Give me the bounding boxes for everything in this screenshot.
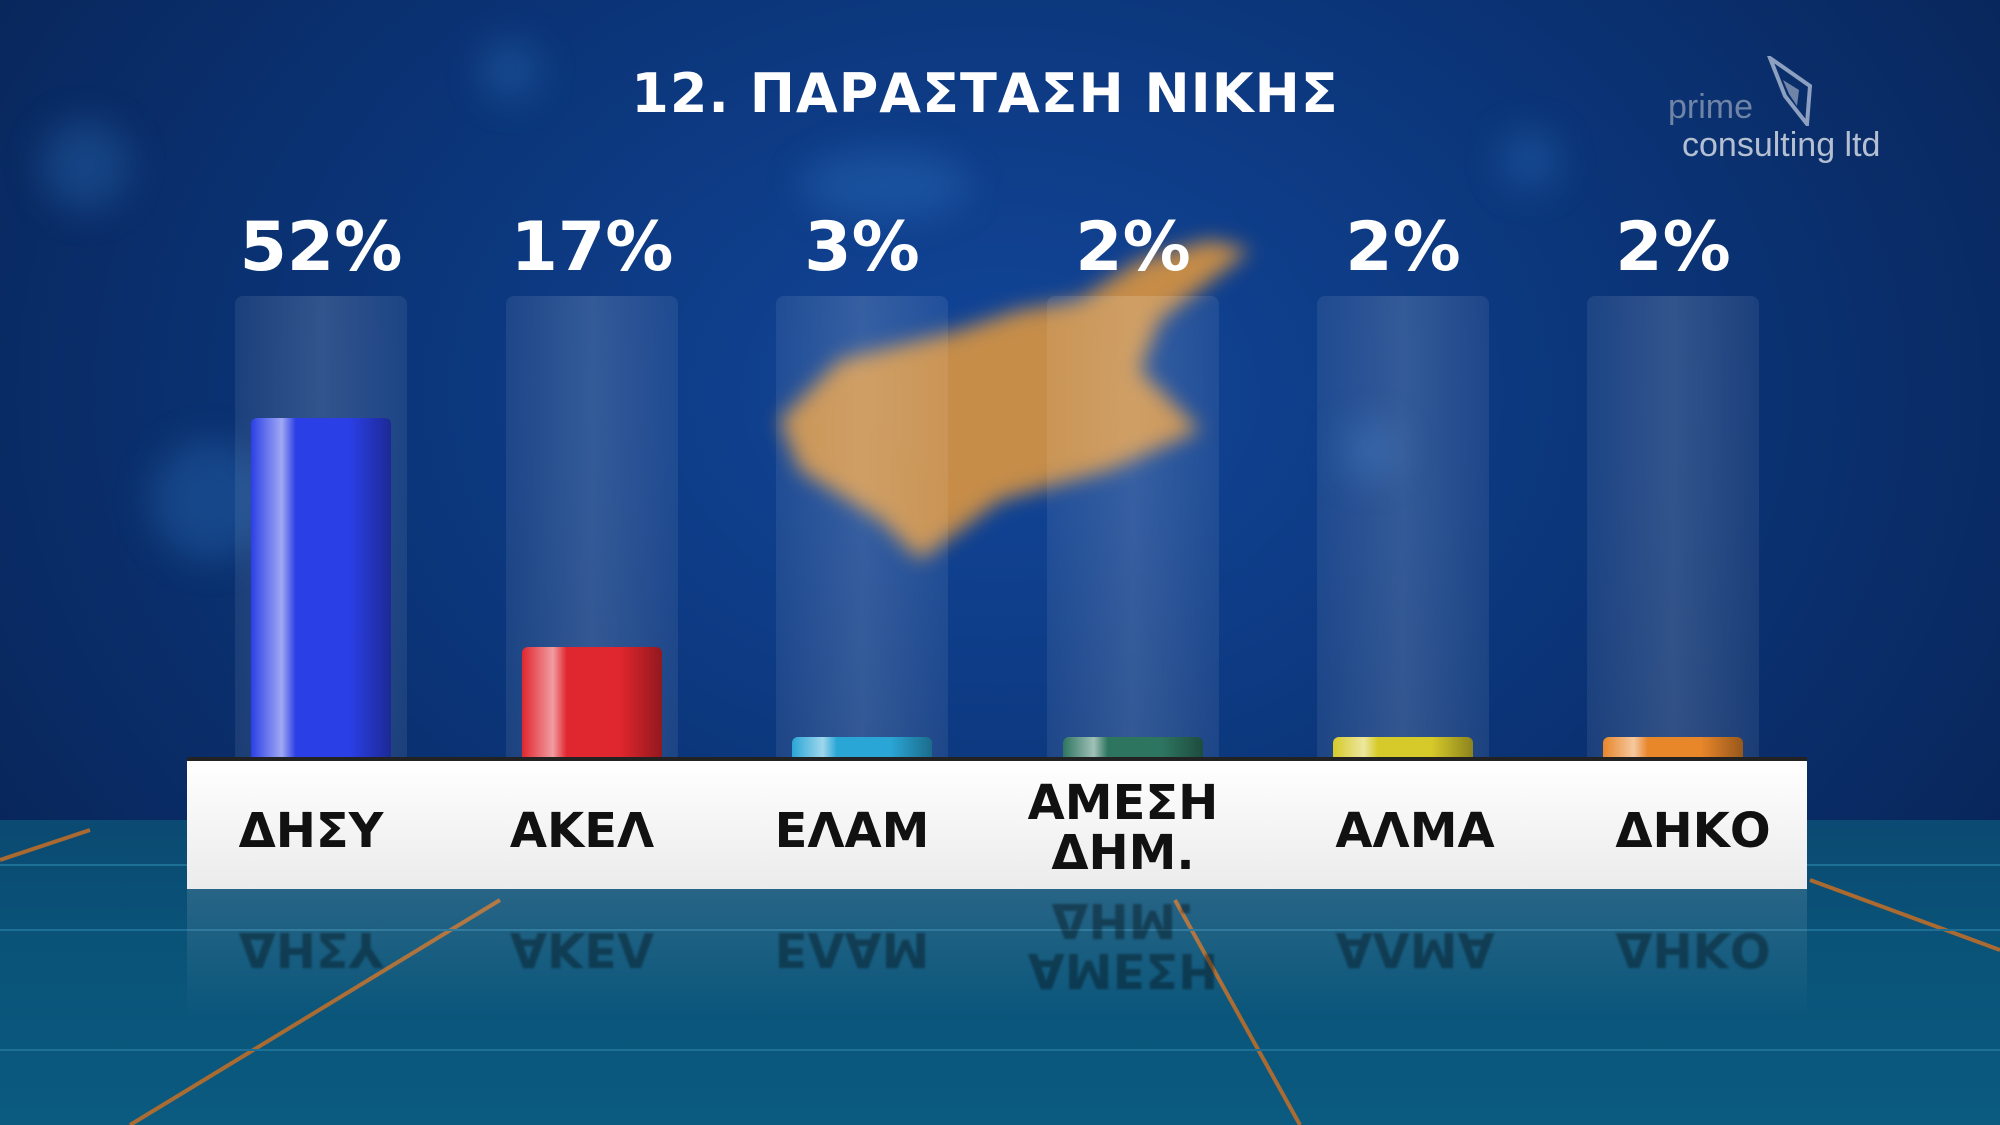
category-label: ΑΛΜΑ xyxy=(1335,803,1495,859)
cyprus-map-background xyxy=(780,240,1250,560)
prime-consulting-logo: prime consulting ltd xyxy=(1665,56,1925,171)
bar xyxy=(1063,737,1203,759)
bar xyxy=(522,647,662,759)
category-label-reflection: ΑΜΕΣΗ ΔΗΜ. xyxy=(1027,892,1219,998)
category-label-reflection: ΑΛΜΑ xyxy=(1335,921,1495,977)
bar-track xyxy=(776,296,948,759)
logo-line-1: prime xyxy=(1668,88,1754,126)
value-label: 17% xyxy=(510,208,674,287)
bar-track xyxy=(1587,296,1759,759)
category-label: ΔΗΣΥ xyxy=(238,803,384,859)
category-label: ΑΚΕΛ xyxy=(509,803,655,859)
category-label-reflection: ΔΗΚΟ xyxy=(1615,921,1771,977)
category-label-reflection: ΑΚΕΛ xyxy=(509,921,655,977)
value-label: 3% xyxy=(804,208,920,287)
category-label: ΕΛΑΜ xyxy=(774,803,930,859)
label-platform xyxy=(187,761,1807,889)
bar xyxy=(1333,737,1473,759)
bar-track xyxy=(1317,296,1489,759)
category-label-reflection: ΕΛΑΜ xyxy=(774,921,930,977)
star-logo-icon xyxy=(1767,56,1813,126)
category-label-reflection: ΔΗΣΥ xyxy=(238,921,384,977)
logo-line-2: consulting ltd xyxy=(1682,126,1881,164)
value-label: 2% xyxy=(1615,208,1731,287)
platform-reflection xyxy=(187,889,1807,1017)
bar-track xyxy=(1047,296,1219,759)
value-label: 2% xyxy=(1345,208,1461,287)
bar xyxy=(1603,737,1743,759)
category-label: ΔΗΚΟ xyxy=(1615,803,1771,859)
value-label: 52% xyxy=(239,208,403,287)
value-label: 2% xyxy=(1075,208,1191,287)
bar xyxy=(792,737,932,759)
category-label: ΑΜΕΣΗ ΔΗΜ. xyxy=(1027,775,1219,881)
chart-title: 12. ΠΑΡΑΣΤΑΣΗ ΝΙΚΗΣ xyxy=(631,62,1339,125)
bar xyxy=(251,417,391,759)
